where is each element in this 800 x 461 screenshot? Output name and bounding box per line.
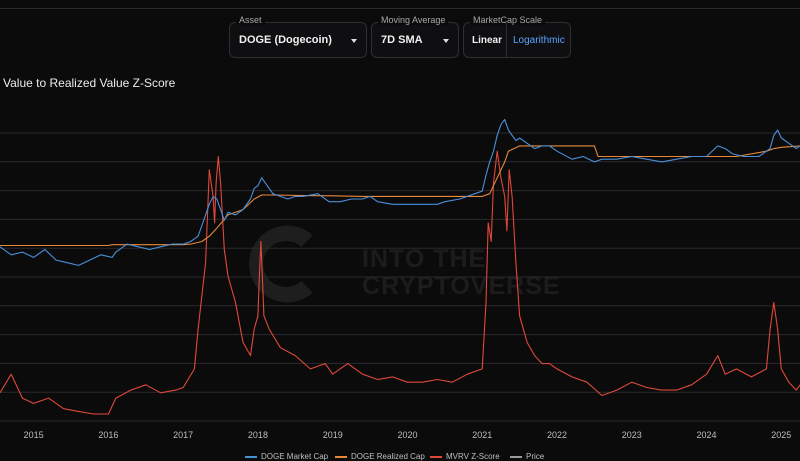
moving-average-select[interactable]: Moving Average 7D SMA (371, 15, 459, 58)
moving-average-value: 7D SMA (381, 34, 423, 46)
legend-label: DOGE Market Cap (261, 452, 329, 461)
series-line-doge-market-cap (0, 118, 800, 266)
series-line-doge-realized-cap (0, 145, 800, 247)
chevron-down-icon (443, 39, 449, 43)
marketcap-scale-label: MarketCap Scale (470, 15, 546, 25)
legend-item-market-cap[interactable]: DOGE Market Cap (245, 452, 328, 461)
x-tick-label: 2025 (771, 430, 791, 440)
legend-label: DOGE Realized Cap (351, 452, 425, 461)
x-tick-label: 2019 (323, 430, 343, 440)
chart-title: Value to Realized Value Z-Score (3, 76, 176, 90)
legend-swatch (335, 455, 347, 458)
legend-label: MVRV Z-Score (446, 452, 500, 461)
legend-item-price[interactable]: Price (510, 452, 544, 461)
x-tick-label: 2015 (24, 430, 44, 440)
x-tick-label: 2022 (547, 430, 567, 440)
x-tick-label: 2023 (622, 430, 642, 440)
x-tick-label: 2020 (397, 430, 417, 440)
x-tick-label: 2017 (173, 430, 193, 440)
legend-swatch (510, 455, 522, 458)
legend-label: Price (526, 452, 545, 461)
scale-option-linear[interactable]: Linear (472, 35, 503, 46)
scale-option-logarithmic[interactable]: Logarithmic (513, 35, 565, 46)
x-tick-label: 2024 (697, 430, 717, 440)
legend-swatch (430, 455, 442, 458)
asset-select[interactable]: Asset DOGE (Dogecoin) (229, 15, 367, 58)
legend-item-z-score[interactable]: MVRV Z-Score (430, 452, 500, 461)
asset-select-label: Asset (236, 15, 265, 25)
x-tick-label: 2021 (472, 430, 492, 440)
chevron-down-icon (351, 39, 357, 43)
x-tick-label: 2016 (98, 430, 118, 440)
x-tick-label: 2018 (248, 430, 268, 440)
asset-select-value: DOGE (Dogecoin) (239, 34, 332, 46)
legend-item-realized-cap[interactable]: DOGE Realized Cap (335, 452, 425, 461)
moving-average-label: Moving Average (378, 15, 449, 25)
marketcap-scale-toggle: MarketCap Scale Linear Logarithmic (463, 15, 571, 58)
legend-swatch (245, 455, 257, 458)
series-line-mvrv-z-score (0, 150, 800, 415)
top-divider (0, 8, 800, 9)
watermark-logo-icon (249, 225, 313, 303)
scale-divider (506, 23, 507, 57)
watermark-line-1: INTO THE (362, 245, 487, 273)
